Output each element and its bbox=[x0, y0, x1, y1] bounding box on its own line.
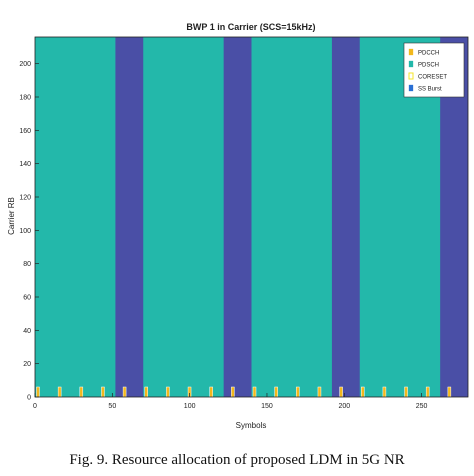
pdcch-marker bbox=[231, 386, 235, 398]
pdcch-marker bbox=[101, 386, 105, 398]
figure-caption: Fig. 9. Resource allocation of proposed … bbox=[69, 452, 405, 468]
y-tick-label: 160 bbox=[19, 128, 31, 135]
pdcch-marker bbox=[252, 386, 257, 398]
legend: PDCCH PDSCH CORESET SS Burst bbox=[403, 42, 465, 98]
legend-box bbox=[403, 42, 465, 98]
chart-plot: BWP 1 in Carrier (SCS=15kHz) 0 50 100 150 20… bbox=[7, 22, 469, 430]
pdcch-marker bbox=[209, 386, 213, 398]
y-tick-label: 180 bbox=[19, 95, 31, 102]
pdcch-marker bbox=[274, 386, 278, 398]
ss-burst-band bbox=[331, 37, 360, 397]
pdcch-marker bbox=[36, 386, 40, 398]
pdcch-marker bbox=[122, 386, 127, 398]
legend-label: PDCCH bbox=[418, 51, 439, 57]
pdcch-marker bbox=[382, 386, 387, 398]
chart-title: BWP 1 in Carrier (SCS=15kHz) bbox=[186, 22, 315, 32]
y-tick-label: 40 bbox=[23, 328, 31, 335]
y-tick-label: 100 bbox=[19, 228, 31, 235]
y-tick-label: 0 bbox=[27, 395, 31, 402]
ss-burst-band bbox=[223, 37, 252, 397]
pdcch-marker bbox=[79, 386, 84, 398]
y-axis-label: Carrier RB bbox=[7, 197, 16, 235]
legend-swatch bbox=[408, 60, 414, 68]
x-tick-label: 200 bbox=[338, 403, 350, 410]
pdcch-marker bbox=[144, 386, 148, 398]
y-tick-label: 120 bbox=[19, 195, 31, 202]
axes-frame bbox=[34, 36, 469, 398]
x-tick-label: 50 bbox=[108, 403, 116, 410]
legend-swatch bbox=[408, 72, 414, 80]
pdcch-marker bbox=[166, 386, 170, 398]
x-tick-label: 250 bbox=[416, 403, 428, 410]
ss-burst-band bbox=[115, 37, 144, 397]
pdcch-marker bbox=[425, 386, 430, 398]
pdcch-marker bbox=[447, 386, 452, 398]
pdcch-marker bbox=[339, 386, 343, 398]
y-tick-label: 60 bbox=[23, 295, 31, 302]
x-tick-label: 100 bbox=[184, 403, 196, 410]
y-tick-label: 140 bbox=[19, 161, 31, 168]
plot-area bbox=[35, 37, 468, 398]
pdcch-marker bbox=[361, 386, 365, 398]
axes: 0 50 100 150 200 250 0 20 40 60 80 100 120 140 160 180 2… bbox=[19, 36, 469, 410]
legend-label: PDSCH bbox=[418, 63, 439, 69]
y-tick-label: 20 bbox=[23, 361, 31, 368]
legend-label: SS Burst bbox=[418, 87, 442, 93]
pdcch-marker bbox=[57, 386, 62, 398]
pdcch-marker bbox=[317, 386, 322, 398]
legend-swatch bbox=[408, 48, 414, 56]
pdcch-marker bbox=[404, 386, 408, 398]
x-tick-label: 0 bbox=[33, 403, 37, 410]
legend-swatch bbox=[408, 84, 414, 92]
x-tick-label: 150 bbox=[261, 403, 273, 410]
legend-label: CORESET bbox=[418, 75, 447, 81]
y-tick-label: 200 bbox=[19, 61, 31, 68]
y-tick-label: 80 bbox=[23, 261, 31, 268]
x-axis-label: Symbols bbox=[236, 421, 267, 430]
pdcch-marker bbox=[296, 386, 300, 398]
